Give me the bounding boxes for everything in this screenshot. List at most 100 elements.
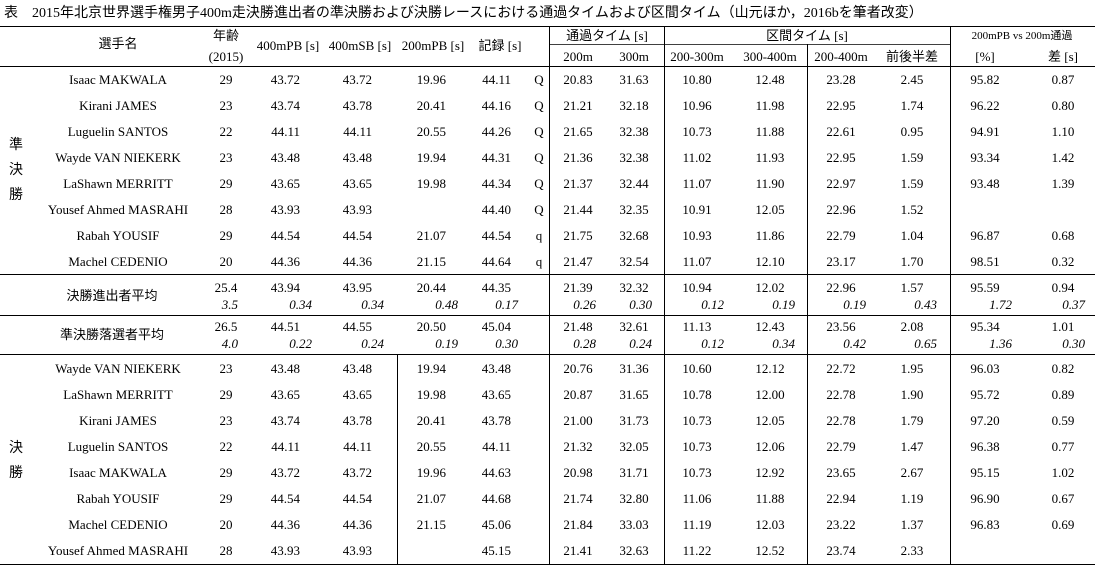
avg-sd-diff-s: 0.37 — [1062, 297, 1085, 312]
cell-s300-400: 12.92 — [755, 465, 785, 480]
cell-qual: Q — [534, 202, 544, 217]
cell-s200-400: 22.72 — [826, 361, 856, 376]
cell-qual: q — [535, 254, 543, 269]
cell-pb200: 21.15 — [416, 254, 446, 269]
cell-p300: 32.38 — [619, 150, 649, 165]
cell-p200: 21.75 — [563, 228, 593, 243]
cell-s200-400: 23.22 — [826, 517, 856, 532]
cell-pct: 95.72 — [970, 387, 1000, 402]
cell-s200-300: 10.73 — [682, 439, 712, 454]
cell-diff-s: 0.67 — [1051, 491, 1075, 506]
cell-diff-s: 0.32 — [1051, 254, 1075, 269]
cell-p200: 21.47 — [563, 254, 593, 269]
header-diff-half: 前後半差 — [885, 49, 939, 64]
cell-pct: 95.15 — [970, 465, 1000, 480]
cell-s300-400: 12.05 — [755, 202, 785, 217]
avg-mean-record: 44.35 — [481, 280, 511, 295]
cell-s300-400: 12.03 — [755, 517, 785, 532]
cell-age: 20 — [219, 254, 233, 269]
cell-p200: 21.41 — [563, 543, 593, 558]
avg-mean-pb400: 44.51 — [270, 319, 300, 334]
cell-diff-s: 0.69 — [1051, 517, 1075, 532]
cell-pb200: 20.41 — [416, 413, 446, 428]
cell-athlete: Kirani JAMES — [79, 413, 157, 428]
avg-sd-p200: 0.28 — [573, 336, 596, 351]
cell-pb200: 20.55 — [416, 124, 446, 139]
cell-record: 44.16 — [481, 98, 511, 113]
cell-diff-half: 1.90 — [900, 387, 924, 402]
cell-s200-300: 10.96 — [682, 98, 712, 113]
cell-p200: 21.37 — [563, 176, 593, 191]
cell-s200-400: 22.97 — [826, 176, 856, 191]
cell-s200-300: 10.73 — [682, 413, 712, 428]
cell-athlete: LaShawn MERRITT — [63, 176, 173, 191]
header-p200: 200m — [563, 49, 593, 64]
avg-sd-s300-400: 0.34 — [772, 336, 795, 351]
avg-sd-s200-300: 0.12 — [701, 336, 724, 351]
group-label-semi-char: 勝 — [9, 188, 23, 203]
cell-pb200: 19.96 — [416, 72, 446, 87]
cell-age: 29 — [219, 387, 233, 402]
cell-p300: 33.03 — [619, 517, 649, 532]
cell-record: 45.15 — [481, 543, 511, 558]
avg-sd-age: 3.5 — [221, 297, 238, 312]
cell-s200-400: 22.94 — [826, 491, 856, 506]
group-label-semi-char: 準 — [9, 138, 23, 153]
cell-p300: 31.71 — [619, 465, 649, 480]
cell-p200: 20.83 — [563, 72, 593, 87]
cell-qual: Q — [534, 72, 544, 87]
cell-p300: 31.65 — [619, 387, 649, 402]
cell-s200-400: 23.28 — [826, 72, 856, 87]
avg-mean-sb400: 43.95 — [342, 280, 372, 295]
cell-age: 23 — [219, 150, 233, 165]
cell-s300-400: 12.06 — [755, 439, 785, 454]
cell-sb400: 44.54 — [342, 491, 372, 506]
cell-s300-400: 11.88 — [755, 124, 785, 139]
cell-s200-300: 11.07 — [682, 176, 712, 191]
cell-sb400: 43.65 — [342, 387, 372, 402]
avg-sd-record: 0.30 — [495, 336, 518, 351]
cell-sb400: 43.93 — [342, 543, 372, 558]
cell-pb200: 20.41 — [416, 98, 446, 113]
cell-s200-300: 10.93 — [682, 228, 712, 243]
cell-p200: 21.21 — [563, 98, 593, 113]
cell-sb400: 43.48 — [342, 150, 372, 165]
cell-age: 20 — [219, 517, 233, 532]
cell-record: 44.31 — [481, 150, 511, 165]
cell-diff-half: 1.70 — [900, 254, 924, 269]
avg-sd-sb400: 0.24 — [361, 336, 384, 351]
cell-p200: 20.87 — [563, 387, 593, 402]
cell-pct: 93.48 — [970, 176, 1000, 191]
cell-pb400: 44.36 — [270, 517, 300, 532]
cell-s200-400: 23.17 — [826, 254, 856, 269]
avg-sd-pb400: 0.22 — [289, 336, 312, 351]
cell-diff-s: 0.89 — [1051, 387, 1075, 402]
avg-mean-pb200: 20.44 — [416, 280, 446, 295]
cell-s200-300: 11.02 — [682, 150, 712, 165]
cell-age: 22 — [219, 439, 233, 454]
cell-sb400: 43.72 — [342, 72, 372, 87]
cell-pct: 97.20 — [970, 413, 1000, 428]
avg-mean-p200: 21.39 — [563, 280, 593, 295]
cell-pb400: 43.65 — [270, 176, 300, 191]
cell-s200-300: 11.07 — [682, 254, 712, 269]
cell-s300-400: 11.90 — [755, 176, 785, 191]
cell-s200-400: 22.96 — [826, 202, 856, 217]
cell-qual: q — [535, 228, 543, 243]
cell-diff-s: 1.39 — [1051, 176, 1075, 191]
avg-mean-s300-400: 12.43 — [755, 319, 785, 334]
avg-sd-diff-s: 0.30 — [1062, 336, 1085, 351]
cell-diff-s: 1.42 — [1051, 150, 1075, 165]
cell-pb200: 19.98 — [416, 387, 446, 402]
header-s300-400: 300-400m — [743, 49, 797, 64]
cell-pb200: 21.07 — [416, 491, 446, 506]
cell-athlete: Kirani JAMES — [79, 98, 157, 113]
cell-age: 23 — [219, 361, 233, 376]
cell-s300-400: 11.98 — [755, 98, 785, 113]
cell-s300-400: 11.88 — [755, 491, 785, 506]
cell-qual: Q — [534, 176, 544, 191]
cell-p300: 32.38 — [619, 124, 649, 139]
cell-record: 44.11 — [482, 439, 511, 454]
cell-record: 43.65 — [481, 387, 511, 402]
header-compare: 200mPB vs 200m通過 — [971, 30, 1073, 42]
